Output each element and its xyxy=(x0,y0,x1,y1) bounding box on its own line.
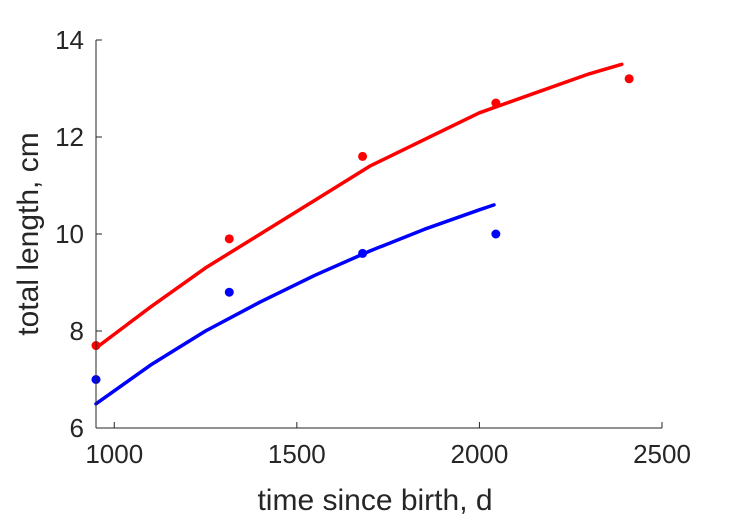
y-axis: 6 8 10 12 14 xyxy=(55,25,102,443)
fit-line xyxy=(94,203,496,406)
data-point xyxy=(358,151,368,161)
data-point xyxy=(224,287,234,297)
x-axis-label: time since birth, d xyxy=(257,484,492,517)
plot-area xyxy=(91,62,634,406)
x-tick-label: 2000 xyxy=(450,439,508,469)
data-point xyxy=(224,234,234,244)
data-point xyxy=(624,74,634,84)
y-tick-label: 10 xyxy=(55,219,84,249)
x-tick-label: 2500 xyxy=(633,439,691,469)
data-point xyxy=(358,248,368,258)
y-tick-label: 8 xyxy=(70,316,84,346)
y-axis-label: total length, cm xyxy=(12,132,45,335)
y-tick-label: 12 xyxy=(55,122,84,152)
y-tick-label: 14 xyxy=(55,25,84,55)
x-tick-label: 1000 xyxy=(85,439,143,469)
y-tick-label: 6 xyxy=(70,413,84,443)
data-point xyxy=(491,98,501,108)
data-point xyxy=(491,229,501,239)
x-axis: 1000 1500 2000 2500 xyxy=(85,422,691,469)
x-tick-label: 1500 xyxy=(268,439,326,469)
fit-line xyxy=(94,62,624,350)
